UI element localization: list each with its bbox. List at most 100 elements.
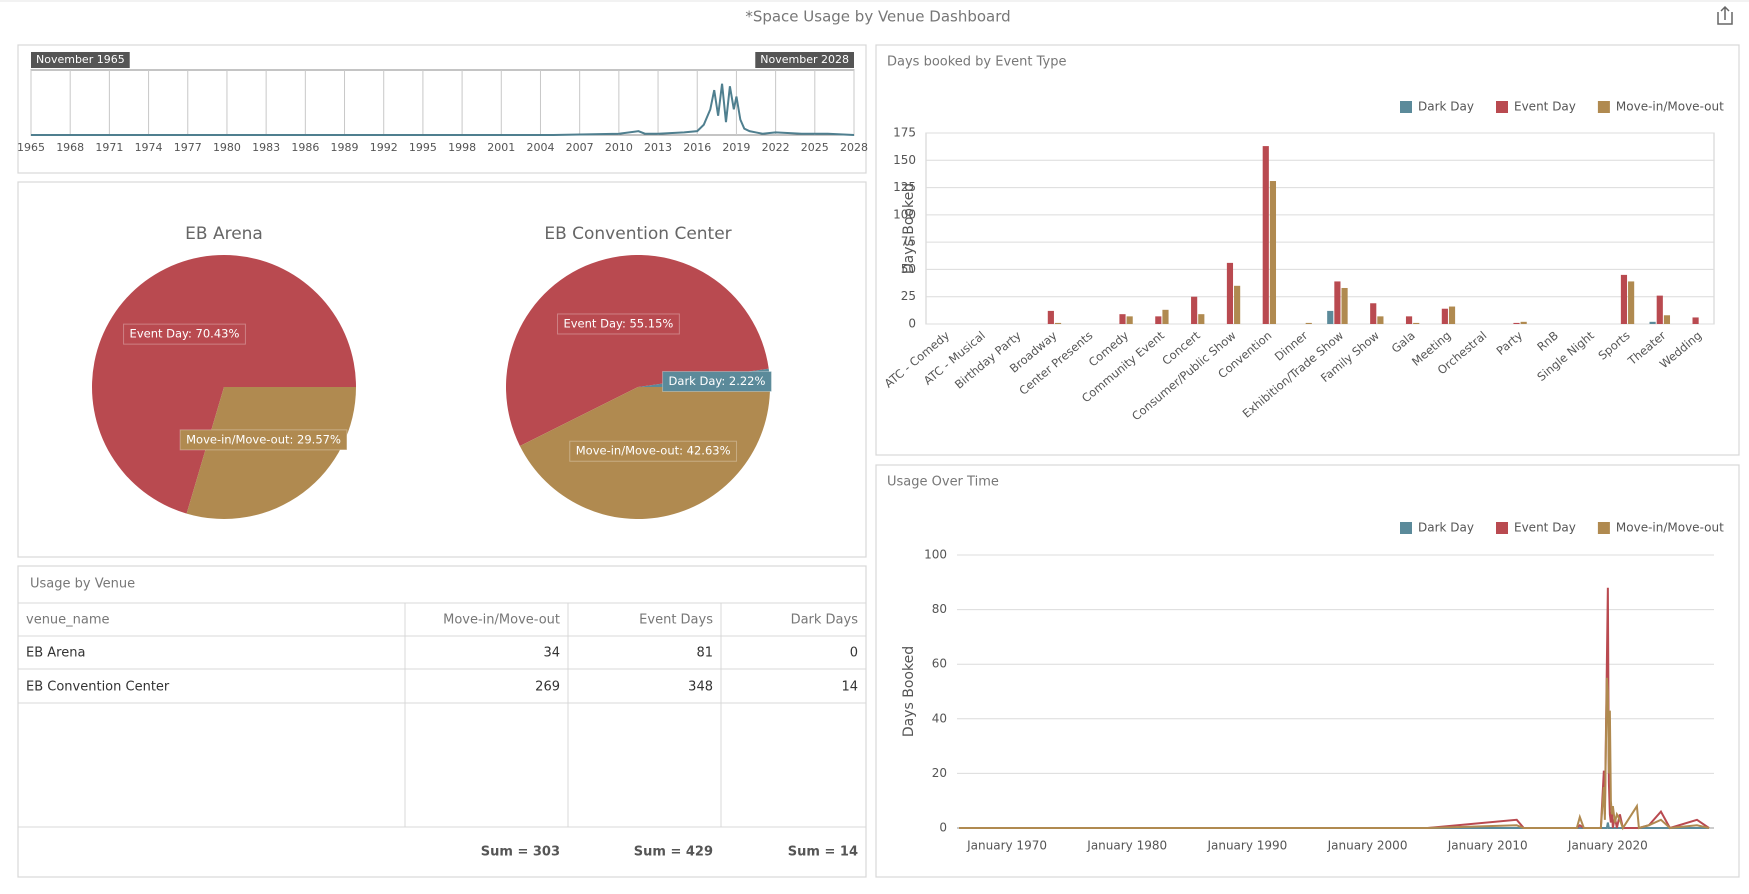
bar [1628, 281, 1635, 324]
y-tick-label: 40 [932, 711, 947, 725]
x-tick-label: 2016 [683, 141, 711, 154]
legend-swatch [1496, 522, 1508, 534]
bar [1327, 310, 1334, 324]
y-tick-label: 150 [893, 153, 916, 167]
x-tick-label: January 1990 [1206, 839, 1287, 853]
bar [1334, 281, 1341, 324]
label-bg [556, 313, 680, 335]
x-tick-label: 2004 [526, 141, 554, 154]
bar [1119, 314, 1126, 324]
footer-cell: Sum = 303 [481, 845, 560, 860]
data-label: Dark Day: 2.22% [669, 374, 766, 388]
bar [1269, 181, 1277, 324]
export-icon[interactable] [1717, 5, 1733, 25]
data-label: Event Day: 55.15% [563, 316, 673, 330]
data-label: Move-in/Move-out: 42.63% [576, 444, 731, 458]
x-tick-label: 1968 [56, 141, 84, 154]
legend-label: Move-in/Move-out [1616, 521, 1724, 535]
bar [1448, 306, 1456, 324]
legend-label: Dark Day [1418, 100, 1474, 114]
label-bg [123, 323, 246, 345]
bar [1155, 316, 1162, 324]
chart-title: Usage Over Time [887, 475, 999, 490]
legend-swatch [1400, 101, 1412, 113]
x-tick-label: 2019 [722, 141, 750, 154]
column-header: Event Days [639, 613, 713, 628]
pie-title: EB Arena [185, 224, 263, 244]
label-bg [662, 370, 772, 392]
column-header: venue_name [26, 613, 110, 628]
x-tick-label: January 2020 [1567, 839, 1648, 853]
bar [1513, 322, 1520, 324]
legend-label: Move-in/Move-out [1616, 100, 1724, 114]
x-tick-label: 1998 [448, 141, 476, 154]
bar [1405, 316, 1413, 324]
table-cell: 348 [688, 680, 713, 695]
y-tick-label: 25 [901, 289, 916, 303]
label-bg [179, 429, 348, 451]
x-tick-label: 1965 [17, 141, 45, 154]
table-cell: EB Convention Center [26, 680, 170, 695]
bar [1663, 315, 1671, 324]
bar [1262, 146, 1269, 324]
table-title: Usage by Venue [30, 577, 135, 592]
table-cell: EB Arena [26, 646, 85, 661]
column-header: Move-in/Move-out [443, 613, 560, 628]
x-tick-label: 1977 [174, 141, 202, 154]
bar [1126, 316, 1133, 324]
bar [1413, 322, 1420, 324]
bar [1620, 274, 1628, 324]
x-tick-label: 1974 [135, 141, 163, 154]
legend-swatch [1496, 101, 1508, 113]
table-cell: 34 [543, 646, 560, 661]
y-tick-label: 175 [893, 126, 916, 140]
bar [1226, 262, 1234, 324]
bar [1341, 287, 1348, 324]
x-tick-label: 1971 [95, 141, 123, 154]
legend-label: Event Day [1514, 100, 1576, 114]
bar [1162, 309, 1169, 324]
y-tick-label: 0 [939, 821, 947, 835]
x-tick-label: 1992 [370, 141, 398, 154]
x-tick-label: January 2000 [1327, 839, 1408, 853]
legend-swatch [1400, 522, 1412, 534]
x-tick-label: January 1980 [1086, 839, 1167, 853]
y-tick-label: 50 [901, 262, 916, 276]
y-tick-label: 0 [908, 317, 916, 331]
line-panel [875, 464, 1740, 878]
pie-slice [92, 255, 357, 514]
column-header: Dark Days [791, 613, 859, 628]
x-tick-label: 1983 [252, 141, 280, 154]
bar [1656, 295, 1663, 324]
bar [1692, 317, 1699, 324]
series-line [959, 822, 1709, 829]
x-tick-label: 1995 [409, 141, 437, 154]
x-tick-label: 2013 [644, 141, 672, 154]
table-cell: 14 [841, 680, 858, 695]
range-label-bg [31, 52, 130, 68]
table-panel [17, 565, 867, 878]
y-tick-label: 75 [901, 235, 916, 249]
bar [1370, 303, 1377, 324]
x-tick-label: 2028 [840, 141, 868, 154]
x-tick-label: 2010 [605, 141, 633, 154]
x-tick-label: January 2010 [1447, 839, 1528, 853]
pie-title: EB Convention Center [544, 224, 731, 244]
bar [1649, 321, 1656, 324]
bar [1191, 296, 1198, 324]
table-cell: 81 [696, 646, 713, 661]
y-tick-label: 80 [932, 602, 947, 616]
y-tick-label: 100 [893, 207, 916, 221]
x-tick-label: January 1970 [966, 839, 1047, 853]
y-axis-label: Days Booked [901, 646, 917, 737]
bar [1047, 310, 1054, 324]
export-button[interactable] [1717, 5, 1733, 25]
bar [1305, 322, 1312, 324]
range-label: November 2028 [760, 53, 849, 66]
y-tick-label: 20 [932, 766, 947, 780]
y-axis-label: Days Booked [901, 183, 917, 274]
pie-slice [506, 255, 769, 446]
label-bg [569, 440, 738, 462]
legend-swatch [1597, 522, 1610, 534]
